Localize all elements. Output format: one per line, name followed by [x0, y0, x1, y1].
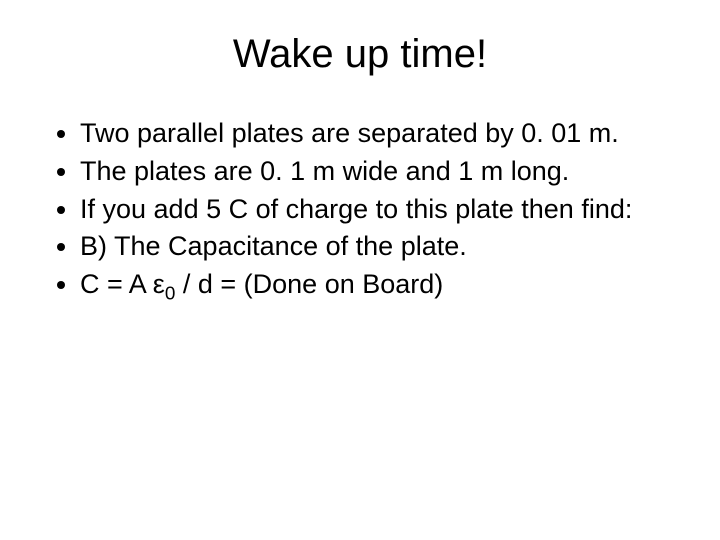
list-item: The plates are 0. 1 m wide and 1 m long.: [80, 155, 680, 189]
list-item: Two parallel plates are separated by 0. …: [80, 117, 680, 151]
slide-title: Wake up time!: [40, 32, 680, 77]
slide: Wake up time! Two parallel plates are se…: [0, 0, 720, 540]
list-item: If you add 5 C of charge to this plate t…: [80, 193, 680, 227]
bullet-list: Two parallel plates are separated by 0. …: [52, 117, 680, 302]
list-item: B) The Capacitance of the plate.: [80, 230, 680, 264]
list-item: C = A ε0 / d = (Done on Board): [80, 268, 680, 302]
